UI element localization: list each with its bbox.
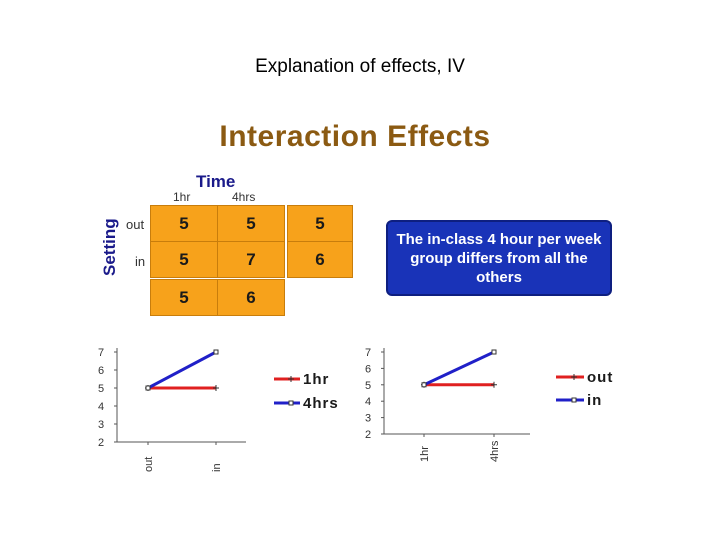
chart1-ytick-label: 5 — [365, 380, 371, 392]
row-header-in: in — [135, 254, 146, 269]
slide-title: Explanation of effects, IV — [255, 56, 465, 77]
chart0-legend-marker-1hr — [288, 376, 294, 382]
chart0-ytick-label: 4 — [98, 401, 104, 413]
chart1-legend-label-out: out — [587, 369, 613, 386]
cell-in-4hrs: 7 — [217, 241, 285, 278]
callout-box: The in-class 4 hour per week group diffe… — [386, 220, 612, 296]
chart1-ytick-label: 6 — [365, 363, 371, 375]
chart0-ytick-label: 2 — [98, 437, 104, 449]
column-header-4hrs: 4hrs — [232, 190, 256, 204]
chart0-legend-marker-4hrs — [288, 400, 294, 406]
section-heading: Interaction Effects — [219, 120, 491, 153]
chart0-legend-label-1hr: 1hr — [303, 371, 329, 388]
chart1-series-in-line — [423, 350, 495, 387]
chart0-ytick-label: 5 — [98, 383, 104, 395]
chart0-ytick-label: 6 — [98, 365, 104, 377]
chart0-ytick-label: 7 — [98, 347, 104, 359]
chart1-ytick-label: 3 — [365, 413, 371, 425]
chart0-legend-label-4hrs: 4hrs — [303, 395, 339, 412]
chart1-ytick-label: 2 — [365, 429, 371, 441]
cell-marginal-1hr: 5 — [150, 279, 218, 316]
chart0-series-4hrs-line — [147, 350, 217, 390]
chart1-series-out-point — [491, 381, 497, 388]
chart0-series-1hr-point — [213, 385, 219, 391]
cell-out-1hr: 5 — [150, 205, 218, 242]
chart1-series-in-point — [421, 382, 427, 388]
cell-in-marginal: 6 — [287, 241, 353, 278]
cell-marginal-4hrs: 6 — [217, 279, 285, 316]
chart1-ytick-label: 7 — [365, 347, 371, 359]
chart1-category-label: 1hr — [419, 446, 431, 462]
chart0-series-4hrs-point — [213, 349, 219, 355]
cell-in-1hr: 5 — [150, 241, 218, 278]
chart1-legend-marker-out — [571, 374, 577, 380]
time-axis-label: Time — [196, 172, 236, 191]
chart1-series-in-point — [491, 349, 497, 355]
chart1-category-label: 4hrs — [489, 440, 501, 462]
chart0-category-label: in — [211, 463, 223, 472]
chart0-ytick-label: 3 — [98, 419, 104, 431]
chart0-category-label: out — [143, 457, 155, 472]
row-header-out: out — [126, 217, 145, 232]
chart0-series-4hrs-point — [145, 385, 151, 391]
chart1-ytick-label: 4 — [365, 396, 371, 408]
column-header-1hr: 1hr — [173, 190, 191, 204]
chart1-legend-label-in: in — [587, 392, 602, 409]
chart1-legend-marker-in — [571, 397, 577, 403]
